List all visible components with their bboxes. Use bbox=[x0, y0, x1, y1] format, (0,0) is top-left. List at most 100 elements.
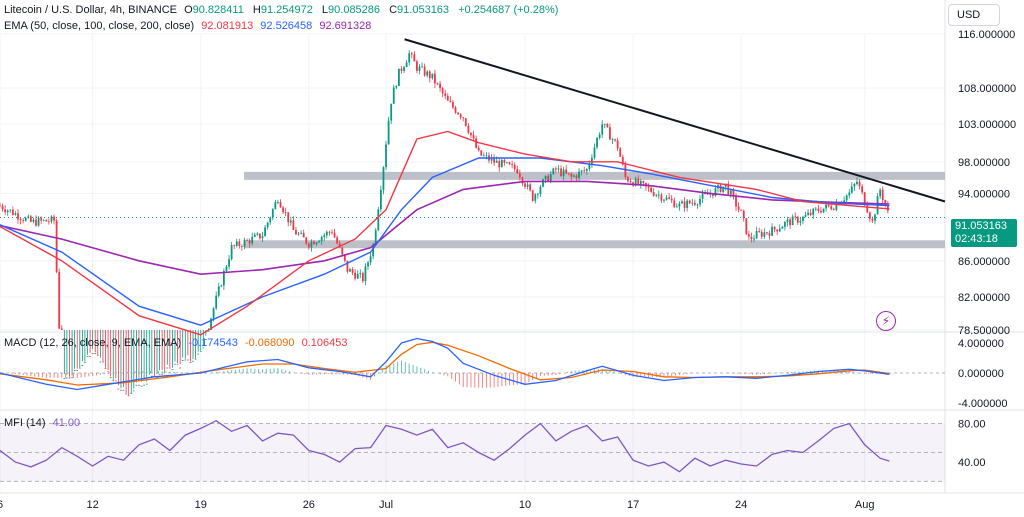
candle-body bbox=[220, 285, 223, 287]
candle-body bbox=[127, 395, 130, 397]
candle-body bbox=[789, 219, 791, 226]
mfi-legend[interactable]: MFI (14) 41.00 bbox=[4, 417, 84, 429]
candle-body bbox=[639, 180, 642, 185]
candle-body bbox=[554, 168, 557, 170]
candle-body bbox=[338, 243, 341, 248]
candle-body bbox=[300, 232, 303, 234]
candle-body bbox=[539, 186, 542, 194]
candle-body bbox=[158, 373, 161, 375]
candle-body bbox=[802, 216, 804, 221]
candle-body bbox=[24, 217, 27, 221]
candle-body bbox=[202, 347, 205, 349]
candle-body bbox=[174, 363, 176, 365]
high-label: H bbox=[252, 4, 261, 16]
candle-body bbox=[194, 358, 197, 360]
candle-body bbox=[58, 271, 61, 329]
time-tick-label-2: 19 bbox=[195, 499, 207, 511]
candle-body bbox=[120, 389, 122, 391]
candle-body bbox=[431, 73, 434, 79]
candle-body bbox=[508, 162, 511, 165]
candle-body bbox=[89, 355, 91, 357]
candle-body bbox=[835, 203, 838, 210]
candle-body bbox=[683, 201, 686, 208]
candle-body bbox=[475, 138, 478, 148]
candle-body bbox=[17, 213, 19, 220]
candle-body bbox=[853, 184, 856, 187]
candle-body bbox=[673, 200, 676, 208]
candle-body bbox=[804, 215, 807, 217]
candle-body bbox=[102, 361, 104, 363]
candle-body bbox=[397, 68, 400, 87]
candle-body bbox=[457, 112, 459, 115]
candle-body bbox=[400, 68, 403, 71]
candle-body bbox=[585, 168, 588, 171]
lightning-icon[interactable]: ⚡ bbox=[876, 311, 896, 331]
candle-body bbox=[55, 220, 58, 272]
low-value: 90.085286 bbox=[328, 4, 381, 16]
macd-signal-line bbox=[0, 341, 890, 386]
candle-body bbox=[531, 190, 534, 201]
macd-legend[interactable]: MACD (12, 26, close, 9, EMA, EMA) -0.174… bbox=[4, 337, 351, 349]
candle-body bbox=[0, 205, 1, 207]
candle-body bbox=[292, 220, 295, 230]
candle-body bbox=[665, 197, 668, 200]
time-tick-label-8: Aug bbox=[855, 499, 875, 511]
candle-body bbox=[228, 259, 230, 267]
candle-body bbox=[521, 177, 524, 184]
candle-body bbox=[416, 61, 418, 71]
candle-body bbox=[241, 245, 243, 247]
time-tick-label-1: 12 bbox=[87, 499, 99, 511]
candle-body bbox=[37, 218, 40, 226]
candle-body bbox=[580, 170, 583, 172]
candle-body bbox=[884, 200, 887, 206]
symbol-title[interactable]: Litecoin / U.S. Dollar, 4h, BINANCE bbox=[4, 4, 178, 16]
candle-body bbox=[467, 125, 470, 133]
candle-body bbox=[60, 328, 63, 330]
candle-body bbox=[472, 135, 475, 139]
candle-body bbox=[138, 384, 140, 386]
candle-body bbox=[408, 53, 411, 63]
currency-button[interactable]: USD bbox=[948, 4, 1000, 26]
candle-body bbox=[315, 242, 318, 245]
price-tick-label-3: 98.000000 bbox=[958, 157, 1010, 169]
candle-body bbox=[369, 256, 372, 263]
candle-body bbox=[130, 393, 133, 394]
candle-body bbox=[81, 364, 84, 366]
candle-body bbox=[660, 194, 663, 201]
candle-body bbox=[572, 175, 575, 177]
candle-body bbox=[603, 123, 606, 125]
ema-legend[interactable]: EMA (50, close, 100, close, 200, close) … bbox=[4, 20, 375, 32]
candle-body bbox=[513, 164, 516, 169]
candle-body bbox=[99, 361, 102, 363]
candle-body bbox=[243, 240, 246, 247]
candle-body bbox=[699, 199, 701, 205]
candle-body bbox=[462, 117, 465, 119]
candle-body bbox=[766, 232, 768, 234]
candle-body bbox=[302, 232, 305, 238]
candle-body bbox=[866, 205, 869, 213]
close-label: C bbox=[389, 4, 398, 16]
candle-body bbox=[742, 210, 745, 219]
candle-body bbox=[534, 194, 537, 201]
candle-body bbox=[696, 204, 699, 206]
time-tick-label-5: 10 bbox=[519, 499, 531, 511]
candle-body bbox=[773, 226, 776, 230]
price-tick-label-0: 116.000000 bbox=[958, 29, 1015, 41]
candle-body bbox=[518, 173, 521, 178]
candle-body bbox=[76, 370, 79, 371]
candle-body bbox=[71, 377, 73, 379]
candle-body bbox=[830, 206, 833, 210]
candle-body bbox=[470, 132, 472, 136]
candle-body bbox=[753, 238, 755, 240]
candle-body bbox=[768, 233, 771, 236]
candle-body bbox=[364, 266, 367, 282]
candle-body bbox=[480, 150, 483, 156]
candle-body bbox=[1, 205, 4, 210]
candle-body bbox=[356, 273, 359, 279]
candle-body bbox=[259, 233, 261, 239]
close-value: 91.053163 bbox=[397, 4, 450, 16]
candle-body bbox=[387, 120, 390, 145]
candle-body bbox=[207, 330, 210, 332]
candle-body bbox=[210, 318, 212, 330]
